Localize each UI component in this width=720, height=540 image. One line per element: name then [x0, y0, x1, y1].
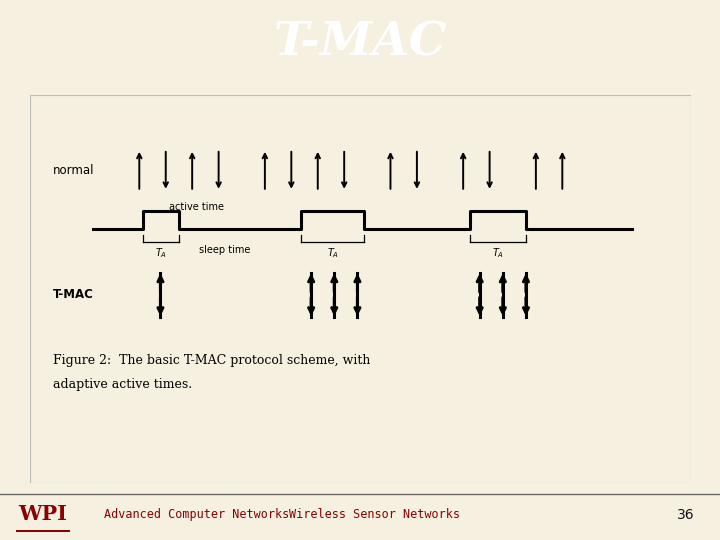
Text: T-MAC: T-MAC — [53, 288, 94, 301]
Text: $T_A$: $T_A$ — [155, 246, 167, 260]
Text: normal: normal — [53, 164, 95, 177]
Text: $T_A$: $T_A$ — [327, 246, 338, 260]
Text: sleep time: sleep time — [199, 245, 250, 255]
Text: 36: 36 — [678, 508, 695, 522]
Text: $T_A$: $T_A$ — [492, 246, 504, 260]
Text: Advanced Computer Networks: Advanced Computer Networks — [104, 508, 289, 522]
Text: WPI: WPI — [18, 504, 67, 524]
Text: adaptive active times.: adaptive active times. — [53, 377, 192, 390]
Text: T-MAC: T-MAC — [274, 19, 446, 66]
Bar — [16, 530, 70, 532]
Text: Figure 2:  The basic T-MAC protocol scheme, with: Figure 2: The basic T-MAC protocol schem… — [53, 354, 371, 367]
Text: Wireless Sensor Networks: Wireless Sensor Networks — [289, 508, 460, 522]
Text: active time: active time — [169, 202, 224, 212]
